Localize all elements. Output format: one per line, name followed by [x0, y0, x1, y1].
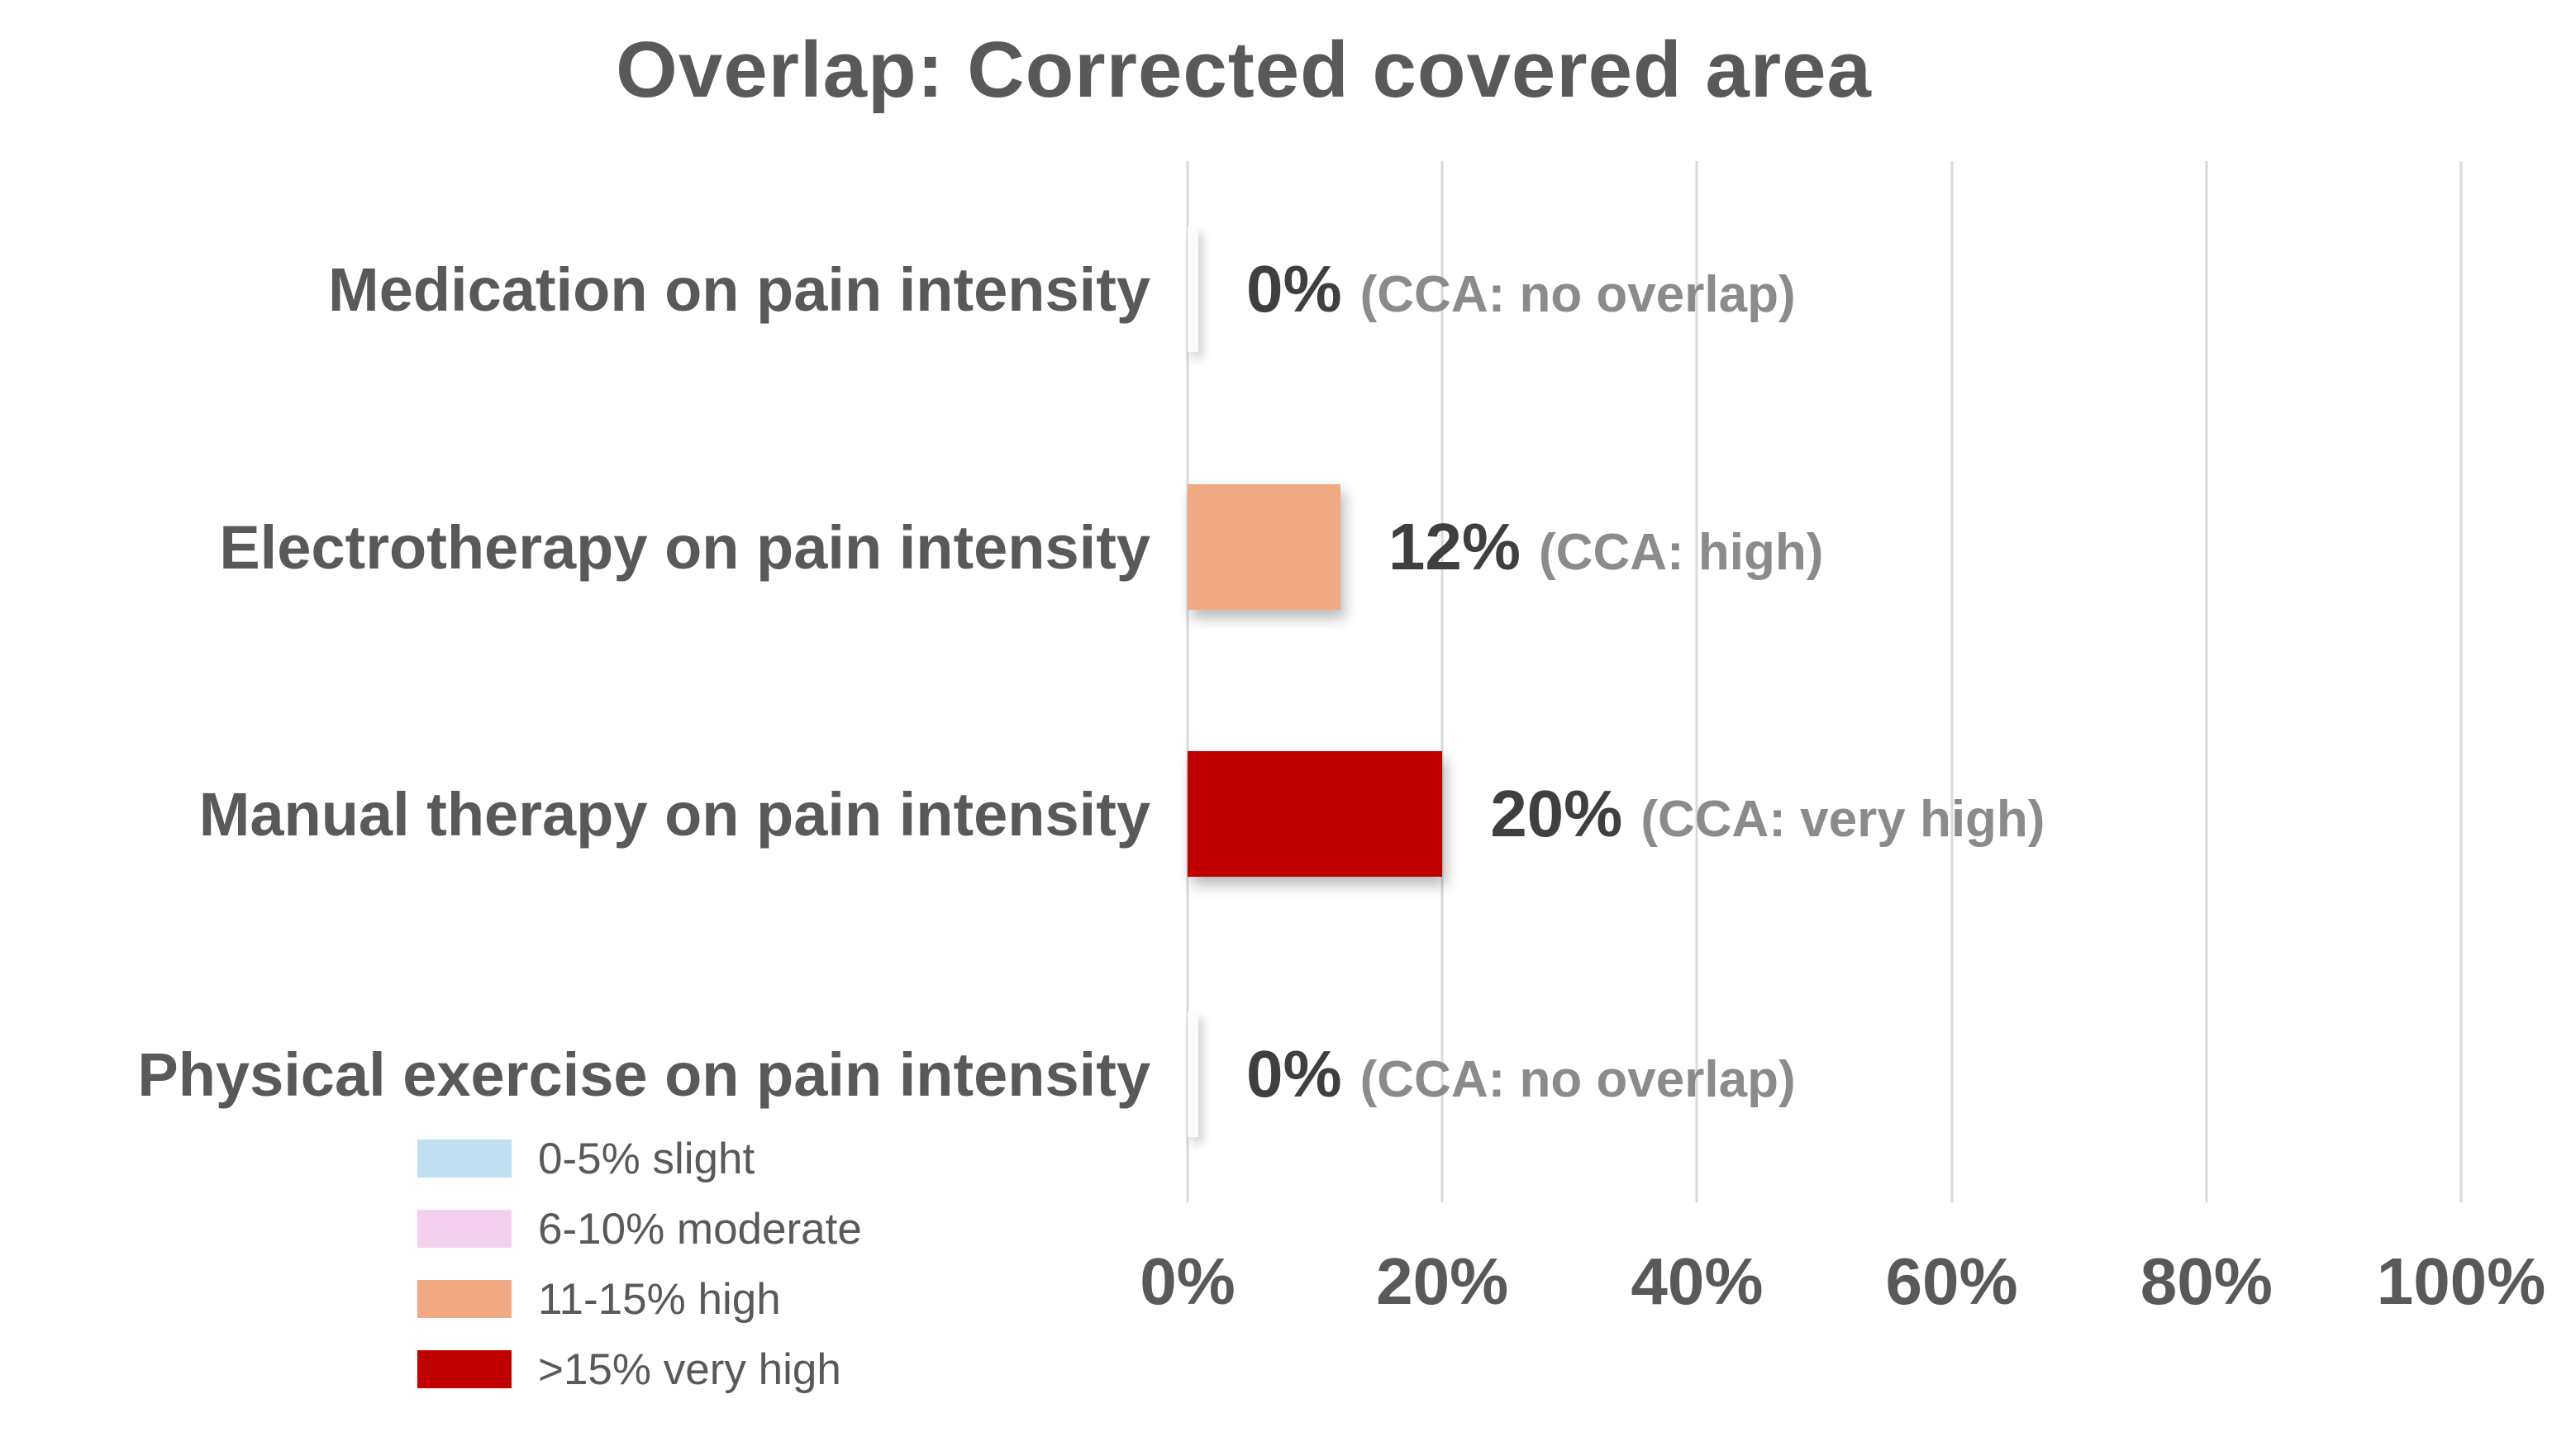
- gridline: [1950, 161, 1954, 1202]
- legend-label: >15% very high: [538, 1344, 841, 1394]
- category-label: Manual therapy on pain intensity: [198, 779, 1150, 849]
- category-label: Physical exercise on pain intensity: [137, 1040, 1150, 1109]
- x-tick: 40%: [1631, 1244, 1764, 1318]
- gridline: [1186, 161, 1189, 1202]
- bar-row: 12% (CCA: high): [1188, 484, 2461, 610]
- data-label-group: 20% (CCA: very high): [1490, 776, 2045, 852]
- x-tick: 20%: [1376, 1244, 1509, 1318]
- plot-area: 0% (CCA: no overlap) 12% (CCA: high) 20%…: [1186, 161, 2463, 1202]
- data-label-annotation: (CCA: high): [1539, 524, 1824, 581]
- legend-swatch: [417, 1140, 512, 1178]
- legend-swatch: [417, 1280, 512, 1318]
- x-tick: 80%: [2140, 1244, 2273, 1318]
- legend: 0-5% slight 6-10% moderate 11-15% high >…: [417, 1135, 862, 1420]
- category-label: Electrotherapy on pain intensity: [219, 512, 1150, 582]
- legend-swatch: [417, 1210, 512, 1248]
- bar-row: 0% (CCA: no overlap): [1188, 1011, 2461, 1137]
- bar-row: 0% (CCA: no overlap): [1188, 226, 2461, 352]
- bar-row: 20% (CCA: very high): [1188, 751, 2461, 877]
- x-tick: 0%: [1140, 1244, 1236, 1318]
- legend-label: 11-15% high: [538, 1274, 781, 1324]
- data-label-value: 20%: [1490, 777, 1623, 850]
- data-label-annotation: (CCA: no overlap): [1359, 266, 1796, 323]
- data-label-value: 12%: [1388, 510, 1521, 583]
- bar-physical-exercise: [1188, 1011, 1198, 1137]
- data-label-value: 0%: [1246, 252, 1342, 326]
- legend-item: 6-10% moderate: [417, 1205, 862, 1254]
- data-label-group: 0% (CCA: no overlap): [1246, 251, 1796, 327]
- data-label-annotation: (CCA: no overlap): [1359, 1051, 1796, 1108]
- x-tick: 100%: [2376, 1244, 2546, 1318]
- bar-medication: [1188, 226, 1198, 352]
- x-axis: 0% 20% 40% 60% 80% 100%: [1140, 1244, 2545, 1335]
- chart-title: Overlap: Corrected covered area: [616, 26, 1872, 114]
- legend-label: 6-10% moderate: [538, 1204, 862, 1254]
- category-label: Medication on pain intensity: [328, 255, 1150, 324]
- data-label-group: 0% (CCA: no overlap): [1246, 1036, 1796, 1112]
- bar-electrotherapy: [1188, 484, 1340, 610]
- gridline: [2459, 161, 2463, 1202]
- gridline: [1695, 161, 1698, 1202]
- bar-manual-therapy: [1188, 751, 1443, 877]
- legend-label: 0-5% slight: [538, 1134, 755, 1183]
- legend-swatch: [417, 1350, 512, 1388]
- gridline: [1440, 161, 1444, 1202]
- legend-item: >15% very high: [417, 1345, 862, 1394]
- gridline: [2205, 161, 2208, 1202]
- data-label-group: 12% (CCA: high): [1388, 509, 1823, 585]
- data-label-annotation: (CCA: very high): [1640, 791, 2045, 848]
- legend-item: 0-5% slight: [417, 1135, 862, 1183]
- x-tick: 60%: [1885, 1244, 2018, 1318]
- legend-item: 11-15% high: [417, 1275, 862, 1324]
- data-label-value: 0%: [1246, 1037, 1342, 1111]
